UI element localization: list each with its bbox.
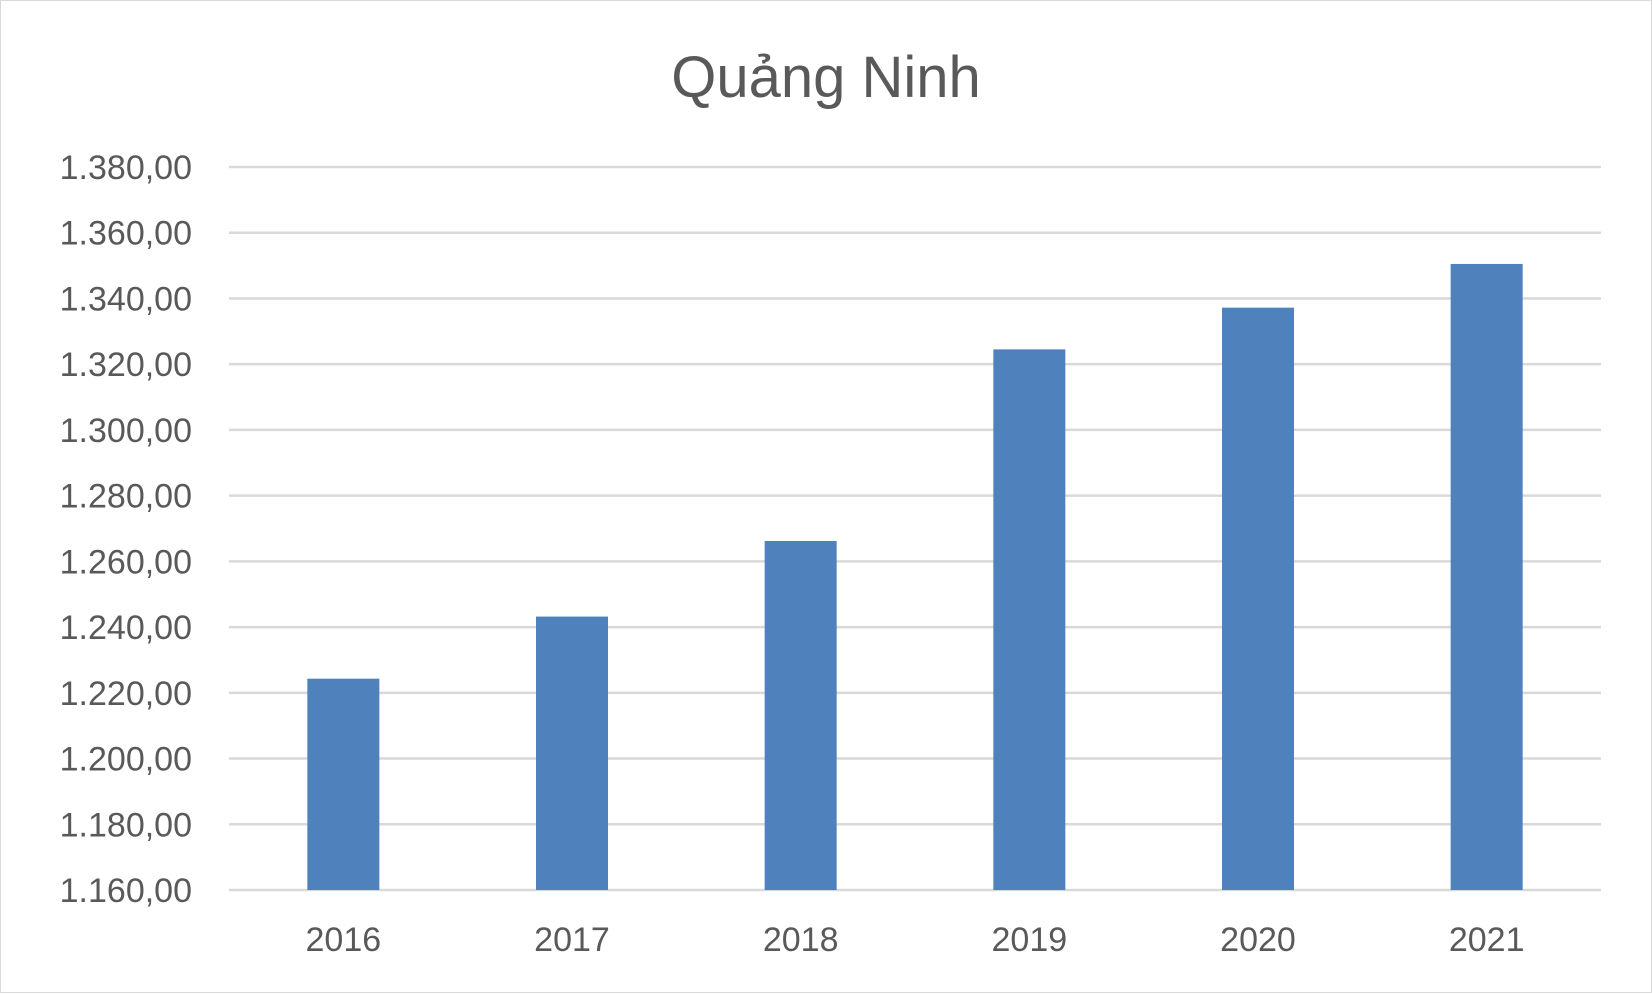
y-tick-label: 1.380,00 [60, 149, 192, 187]
y-tick-label: 1.340,00 [60, 280, 192, 318]
y-tick-label: 1.260,00 [60, 543, 192, 581]
bar-2017 [536, 616, 608, 890]
x-tick-label: 2019 [992, 921, 1068, 959]
x-tick-label: 2018 [763, 921, 839, 959]
y-tick-label: 1.300,00 [60, 412, 192, 450]
y-tick-label: 1.200,00 [60, 741, 192, 779]
y-tick-label: 1.360,00 [60, 215, 192, 253]
bar-2020 [1222, 307, 1294, 890]
y-tick-label: 1.180,00 [60, 806, 192, 844]
x-tick-label: 2016 [306, 921, 382, 959]
x-axis-ticks: 2016 2017 2018 2019 2020 2021 [306, 921, 1525, 959]
bar-2021 [1450, 263, 1523, 890]
bar-2019 [993, 349, 1066, 890]
y-tick-label: 1.220,00 [60, 675, 192, 713]
gridlines [229, 165, 1601, 892]
bar-2018 [764, 540, 837, 890]
x-tick-label: 2021 [1449, 921, 1525, 959]
chart-title: Quảng Ninh [671, 45, 981, 110]
x-tick-label: 2020 [1220, 921, 1296, 959]
y-axis-ticks: 1.160,00 1.180,00 1.200,00 1.220,00 1.240,00… [60, 149, 192, 910]
bar-2016 [307, 678, 380, 890]
y-tick-label: 1.320,00 [60, 346, 192, 384]
x-tick-label: 2017 [534, 921, 610, 959]
y-tick-label: 1.160,00 [60, 872, 192, 910]
y-tick-label: 1.240,00 [60, 609, 192, 647]
bars [307, 263, 1523, 890]
y-tick-label: 1.280,00 [60, 478, 192, 516]
